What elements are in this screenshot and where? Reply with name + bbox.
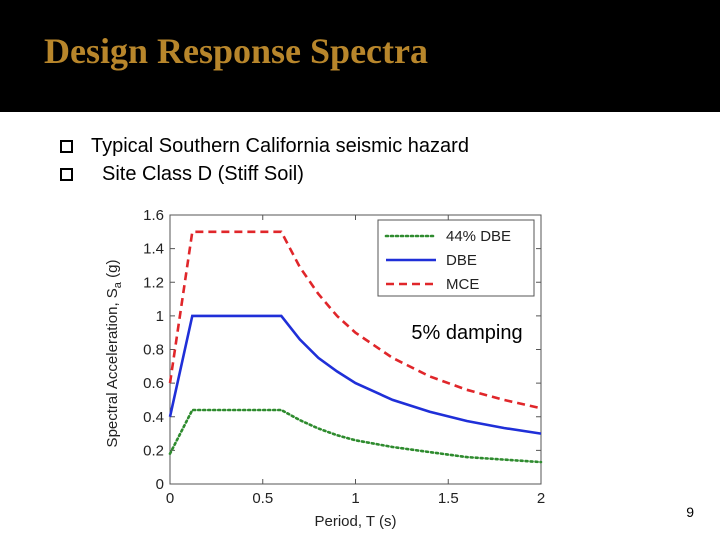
y-axis-label: Spectral Acceleration, Sa (g): [104, 260, 124, 448]
bullet-item: Site Class D (Stiff Soil): [60, 160, 469, 188]
y-tick-label: 0.2: [143, 442, 164, 459]
title-bar: Design Response Spectra: [0, 0, 720, 112]
checkbox-bullet-icon: [60, 167, 73, 181]
checkbox-bullet-icon: [60, 139, 73, 153]
slide-title: Design Response Spectra: [44, 31, 428, 71]
bullet-list: Typical Southern California seismic haza…: [60, 132, 469, 188]
y-tick-label: 0.8: [143, 342, 164, 359]
x-tick-label: 1: [351, 490, 359, 507]
y-tick-label: 0: [156, 476, 164, 493]
y-tick-label: 1.4: [143, 241, 164, 258]
x-tick-label: 0.5: [252, 490, 273, 507]
damping-annotation: 5% damping: [411, 322, 522, 344]
legend-label: MCE: [446, 276, 479, 293]
legend-label: DBE: [446, 252, 477, 269]
x-tick-label: 2: [537, 490, 545, 507]
bullet-text: Site Class D (Stiff Soil): [102, 162, 304, 185]
series-line-44-dbe: [168, 408, 543, 464]
page-number: 9: [686, 504, 694, 520]
y-tick-label: 1.6: [143, 207, 164, 224]
bullet-item: Typical Southern California seismic haza…: [60, 132, 469, 160]
legend-label: 44% DBE: [446, 228, 511, 245]
x-tick-label: 1.5: [438, 490, 459, 507]
x-tick-label: 0: [166, 490, 174, 507]
y-tick-label: 0.4: [143, 409, 164, 426]
series-line-dbe: [168, 314, 542, 435]
x-axis-label: Period, T (s): [315, 513, 397, 530]
y-tick-label: 1.2: [143, 274, 164, 291]
response-spectra-chart: 0 0.2 0.4 0.6 0.8 1 1.2 1.4 1.6 0 0.5 1 1.5 2 Period, …: [104, 207, 545, 530]
bullet-text: Typical Southern California seismic haza…: [91, 134, 469, 157]
y-tick-label: 1: [156, 308, 164, 325]
y-tick-label: 0.6: [143, 375, 164, 392]
series-line-mce: [168, 230, 542, 410]
